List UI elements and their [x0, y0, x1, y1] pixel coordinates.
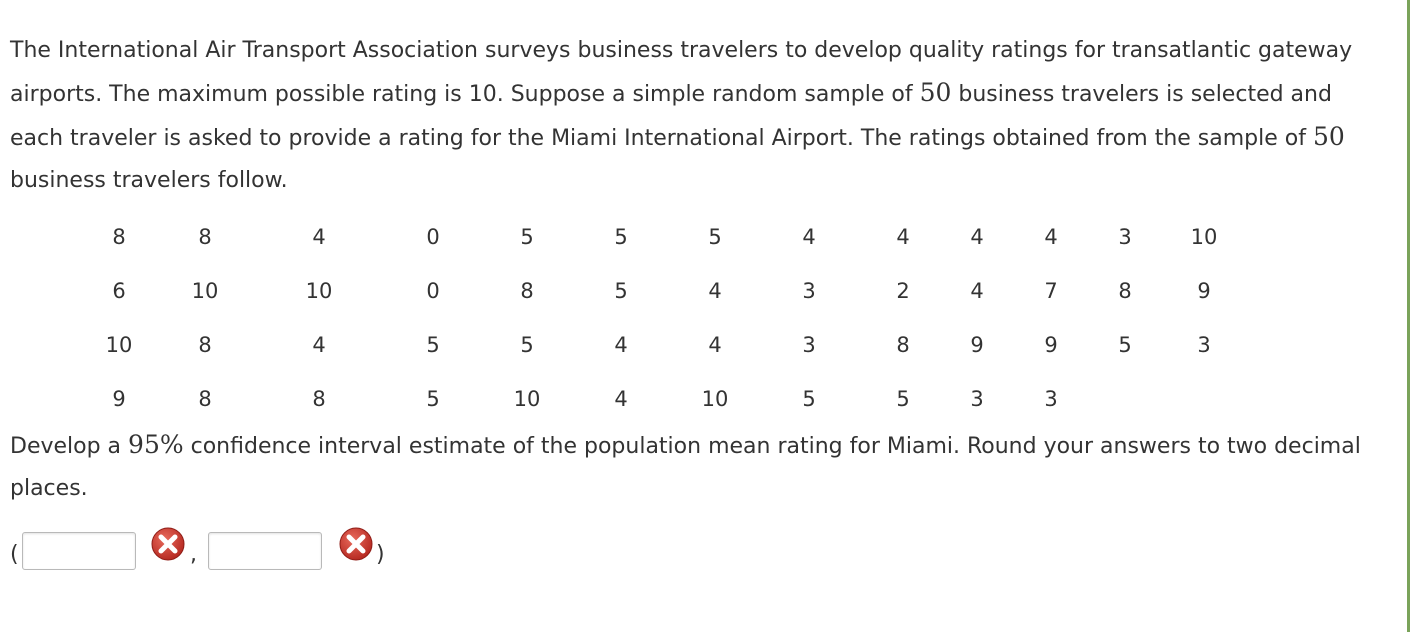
rating-cell: 5	[1118, 333, 1132, 357]
sample-size-math: 50	[919, 78, 952, 107]
rating-cell: 8	[1118, 279, 1132, 303]
sample-size-math-2: 50	[1312, 122, 1345, 151]
rating-cell: 3	[1197, 333, 1211, 357]
rating-cell: 7	[1044, 279, 1058, 303]
rating-cell: 4	[708, 333, 722, 357]
rating-cell: 4	[970, 279, 984, 303]
rating-cell: 5	[520, 333, 534, 357]
ratings-row: 9 8 8 5 10 4 10 5 5 3 3	[90, 372, 1246, 426]
rating-cell: 3	[802, 279, 816, 303]
ratings-row: 8 8 4 0 5 5 5 4 4 4 4 3 10	[90, 210, 1246, 264]
rating-cell: 5	[802, 387, 816, 411]
rating-cell: 8	[520, 279, 534, 303]
ratings-row: 6 10 10 0 8 5 4 3 2 4 7 8 9	[90, 264, 1246, 318]
rating-cell: 9	[112, 387, 126, 411]
problem-statement: The International Air Transport Associat…	[10, 30, 1390, 202]
separator-comma: ,	[190, 542, 197, 567]
rating-cell: 2	[896, 279, 910, 303]
rating-cell: 4	[312, 225, 326, 249]
rating-cell: 5	[614, 279, 628, 303]
rating-cell: 5	[426, 387, 440, 411]
rating-cell: 10	[513, 387, 541, 411]
right-border-rule	[1407, 0, 1410, 632]
rating-cell: 3	[802, 333, 816, 357]
rating-cell: 8	[198, 333, 212, 357]
rating-cell	[1088, 372, 1162, 426]
rating-cell: 3	[1044, 387, 1058, 411]
rating-cell: 5	[896, 387, 910, 411]
rating-cell: 10	[1190, 225, 1218, 249]
question-text-1: Develop a	[10, 434, 129, 459]
rating-cell: 4	[614, 333, 628, 357]
answer-row: ( , )	[10, 527, 430, 578]
rating-cell: 3	[970, 387, 984, 411]
upper-bound-input[interactable]	[208, 532, 322, 570]
incorrect-x-icon	[151, 527, 185, 561]
ratings-table: 8 8 4 0 5 5 5 4 4 4 4 3 10 6 10 10 0 8 5…	[90, 210, 1246, 426]
rating-cell: 8	[198, 225, 212, 249]
rating-cell: 4	[802, 225, 816, 249]
rating-cell: 4	[1044, 225, 1058, 249]
question-text: Develop a 95% confidence interval estima…	[10, 424, 1400, 510]
rating-cell: 0	[426, 279, 440, 303]
rating-cell: 4	[312, 333, 326, 357]
rating-cell: 4	[708, 279, 722, 303]
rating-cell: 9	[1044, 333, 1058, 357]
rating-cell	[1162, 372, 1246, 426]
rating-cell: 5	[614, 225, 628, 249]
open-paren: (	[10, 542, 19, 567]
question-text-2: confidence interval estimate of the popu…	[10, 434, 1361, 501]
rating-cell: 9	[970, 333, 984, 357]
rating-cell: 5	[708, 225, 722, 249]
rating-cell: 4	[614, 387, 628, 411]
rating-cell: 3	[1118, 225, 1132, 249]
problem-text-1: The International Air Transport Associat…	[10, 38, 1353, 107]
problem-text-2: business travelers is selected and each …	[10, 82, 1332, 151]
rating-cell: 5	[426, 333, 440, 357]
lower-bound-input[interactable]	[22, 532, 136, 570]
rating-cell: 0	[426, 225, 440, 249]
rating-cell: 10	[305, 279, 333, 303]
rating-cell: 6	[112, 279, 126, 303]
rating-cell: 10	[191, 279, 219, 303]
rating-cell: 8	[312, 387, 326, 411]
incorrect-x-icon	[339, 527, 373, 561]
rating-cell: 8	[112, 225, 126, 249]
rating-cell: 9	[1197, 279, 1211, 303]
close-paren: )	[376, 542, 385, 567]
problem-text-3: business travelers follow.	[10, 168, 288, 193]
confidence-level-math: 95%	[128, 430, 184, 459]
ratings-row: 10 8 4 5 5 4 4 3 8 9 9 5 3	[90, 318, 1246, 372]
rating-cell: 4	[896, 225, 910, 249]
rating-cell: 5	[520, 225, 534, 249]
rating-cell: 10	[105, 333, 133, 357]
rating-cell: 10	[701, 387, 729, 411]
rating-cell: 8	[896, 333, 910, 357]
rating-cell: 8	[198, 387, 212, 411]
rating-cell: 4	[970, 225, 984, 249]
